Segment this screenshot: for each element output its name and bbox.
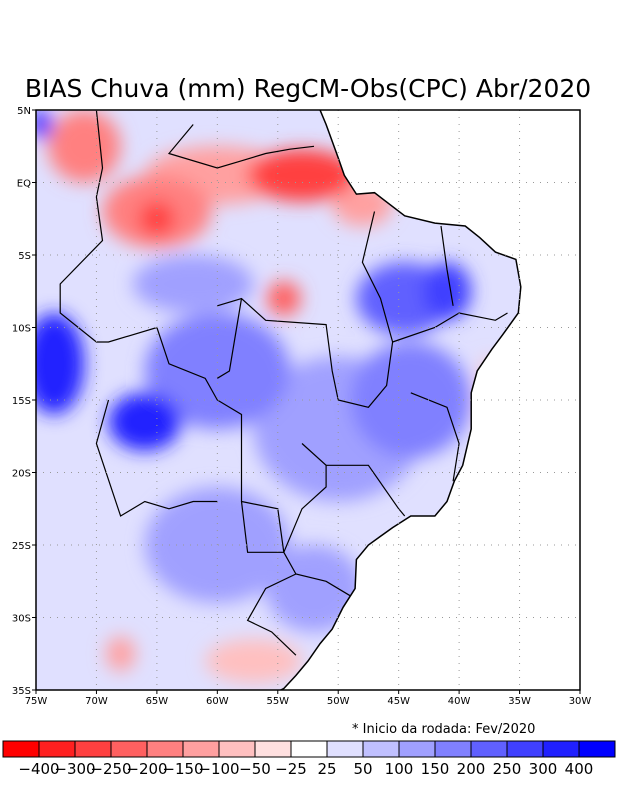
coastline <box>278 110 522 690</box>
colorbar-swatch <box>470 740 508 758</box>
political-border <box>167 124 315 169</box>
y-tick-label: 10S <box>12 324 31 335</box>
colorbar-swatch <box>110 740 148 758</box>
x-tick-label: 45W <box>387 696 410 707</box>
wet-bias-region <box>132 255 254 313</box>
wet-bias-region <box>36 313 85 415</box>
colorbar-swatch <box>434 740 472 758</box>
x-tick-label: 75W <box>25 696 48 707</box>
colorbar-swatch <box>362 740 400 758</box>
political-border <box>440 225 454 306</box>
y-tick-label: 5N <box>17 106 31 117</box>
y-tick-label: 25S <box>12 541 31 552</box>
y-tick-label: 35S <box>12 686 31 697</box>
x-tick-label: 60W <box>206 696 229 707</box>
colorbar-label: 25 <box>317 760 336 778</box>
wet-bias-region <box>422 262 472 321</box>
colorbar-label: −150 <box>162 760 203 778</box>
colorbar-swatch <box>254 740 292 758</box>
colorbar-label: 150 <box>421 760 450 778</box>
y-tick-label: EQ <box>17 179 31 190</box>
political-border <box>240 501 284 553</box>
x-tick-label: 30W <box>569 696 592 707</box>
colorbar-label: 300 <box>529 760 558 778</box>
y-tick-label: 15S <box>12 396 31 407</box>
wet-bias-region <box>265 545 363 632</box>
political-border <box>246 573 297 656</box>
x-tick-label: 70W <box>85 696 108 707</box>
dry-bias-region <box>48 110 121 183</box>
colorbar-swatch <box>146 740 184 758</box>
political-border <box>217 211 394 408</box>
y-tick-label: 20S <box>12 469 31 480</box>
dry-bias-region <box>138 201 176 237</box>
x-tick-label: 55W <box>266 696 289 707</box>
dry-bias-region <box>247 149 357 202</box>
colorbar-swatch <box>218 740 256 758</box>
x-tick-label: 40W <box>448 696 471 707</box>
wet-bias-region <box>36 110 52 139</box>
colorbar-label: 100 <box>385 760 414 778</box>
x-tick-label: 35W <box>508 696 531 707</box>
colorbar-swatch <box>290 740 328 758</box>
colorbar-swatch <box>38 740 76 758</box>
colorbar-label: 200 <box>457 760 486 778</box>
colorbar-label: −200 <box>126 760 167 778</box>
colorbar-swatch <box>506 740 544 758</box>
dry-bias-region <box>106 636 136 672</box>
colorbar-swatch <box>182 740 220 758</box>
chart-title: BIAS Chuva (mm) RegCM-Obs(CPC) Abr/2020 <box>25 74 591 103</box>
dry-bias-region <box>479 356 500 444</box>
y-tick-label: 5S <box>18 251 31 262</box>
colorbar-label: −50 <box>239 760 271 778</box>
dry-bias-region <box>266 281 301 316</box>
colorbar-label: −25 <box>275 760 307 778</box>
colorbar-label: −100 <box>198 760 239 778</box>
colorbar-swatch <box>578 740 616 758</box>
colorbar-swatch <box>542 740 580 758</box>
colorbar-label: 250 <box>493 760 522 778</box>
y-tick-label: 30S <box>12 614 31 625</box>
political-border <box>216 298 243 379</box>
colorbar-swatch <box>2 740 40 758</box>
colorbar-swatch <box>74 740 112 758</box>
colorbar-swatch <box>326 740 364 758</box>
wet-bias-region <box>350 342 472 458</box>
political-border <box>326 464 406 517</box>
colorbar-swatch <box>398 740 436 758</box>
x-tick-label: 50W <box>327 696 350 707</box>
colorbar-label: 400 <box>565 760 594 778</box>
political-border <box>95 399 218 517</box>
dry-bias-region <box>205 639 302 683</box>
x-tick-label: 65W <box>146 696 169 707</box>
colorbar: −400−300−250−200−150−100 −50 −25 25 50 100 150… <box>2 740 616 778</box>
colorbar-label: −400 <box>18 760 59 778</box>
colorbar-label: −300 <box>54 760 95 778</box>
wet-bias-region <box>108 392 182 451</box>
political-border <box>283 443 351 597</box>
run-start-note: * Inicio da rodada: Fev/2020 <box>352 722 535 737</box>
colorbar-label: 50 <box>353 760 372 778</box>
colorbar-label: −250 <box>90 760 131 778</box>
